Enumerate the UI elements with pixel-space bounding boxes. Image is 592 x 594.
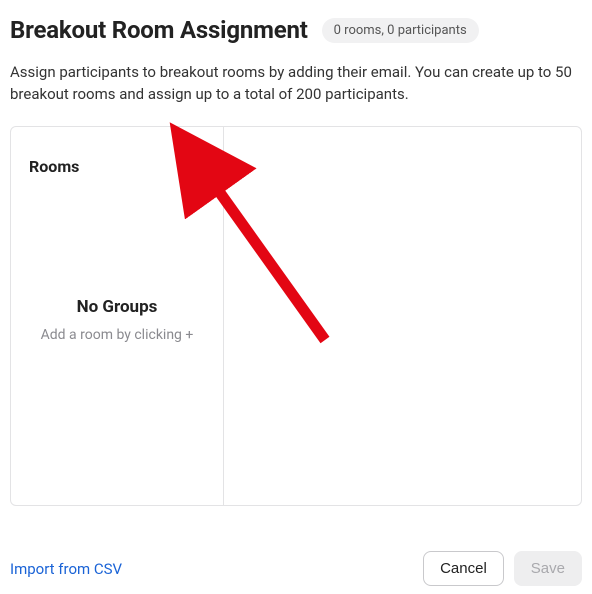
page-title: Breakout Room Assignment (10, 16, 308, 44)
footer-row: Import from CSV Cancel Save (10, 551, 582, 586)
save-button: Save (514, 551, 582, 586)
empty-state-title: No Groups (11, 297, 223, 317)
add-room-button[interactable]: + (181, 155, 205, 179)
count-badge: 0 rooms, 0 participants (322, 18, 479, 43)
cancel-button[interactable]: Cancel (423, 551, 504, 586)
plus-icon: + (189, 160, 197, 174)
description-text: Assign participants to breakout rooms by… (10, 62, 582, 106)
rooms-empty-state: No Groups Add a room by clicking + (11, 297, 223, 343)
rooms-detail-area (224, 127, 581, 505)
footer-buttons: Cancel Save (423, 551, 582, 586)
rooms-label: Rooms (29, 157, 79, 176)
rooms-sidebar: Rooms + No Groups Add a room by clicking… (11, 127, 224, 505)
rooms-panel: Rooms + No Groups Add a room by clicking… (10, 126, 582, 506)
rooms-sidebar-body: No Groups Add a room by clicking + (11, 189, 223, 505)
rooms-sidebar-header: Rooms + (11, 127, 223, 189)
breakout-assignment-page: Breakout Room Assignment 0 rooms, 0 part… (0, 0, 592, 594)
header-row: Breakout Room Assignment 0 rooms, 0 part… (10, 16, 582, 44)
empty-state-subtitle: Add a room by clicking + (11, 327, 223, 343)
import-csv-link[interactable]: Import from CSV (10, 560, 122, 578)
